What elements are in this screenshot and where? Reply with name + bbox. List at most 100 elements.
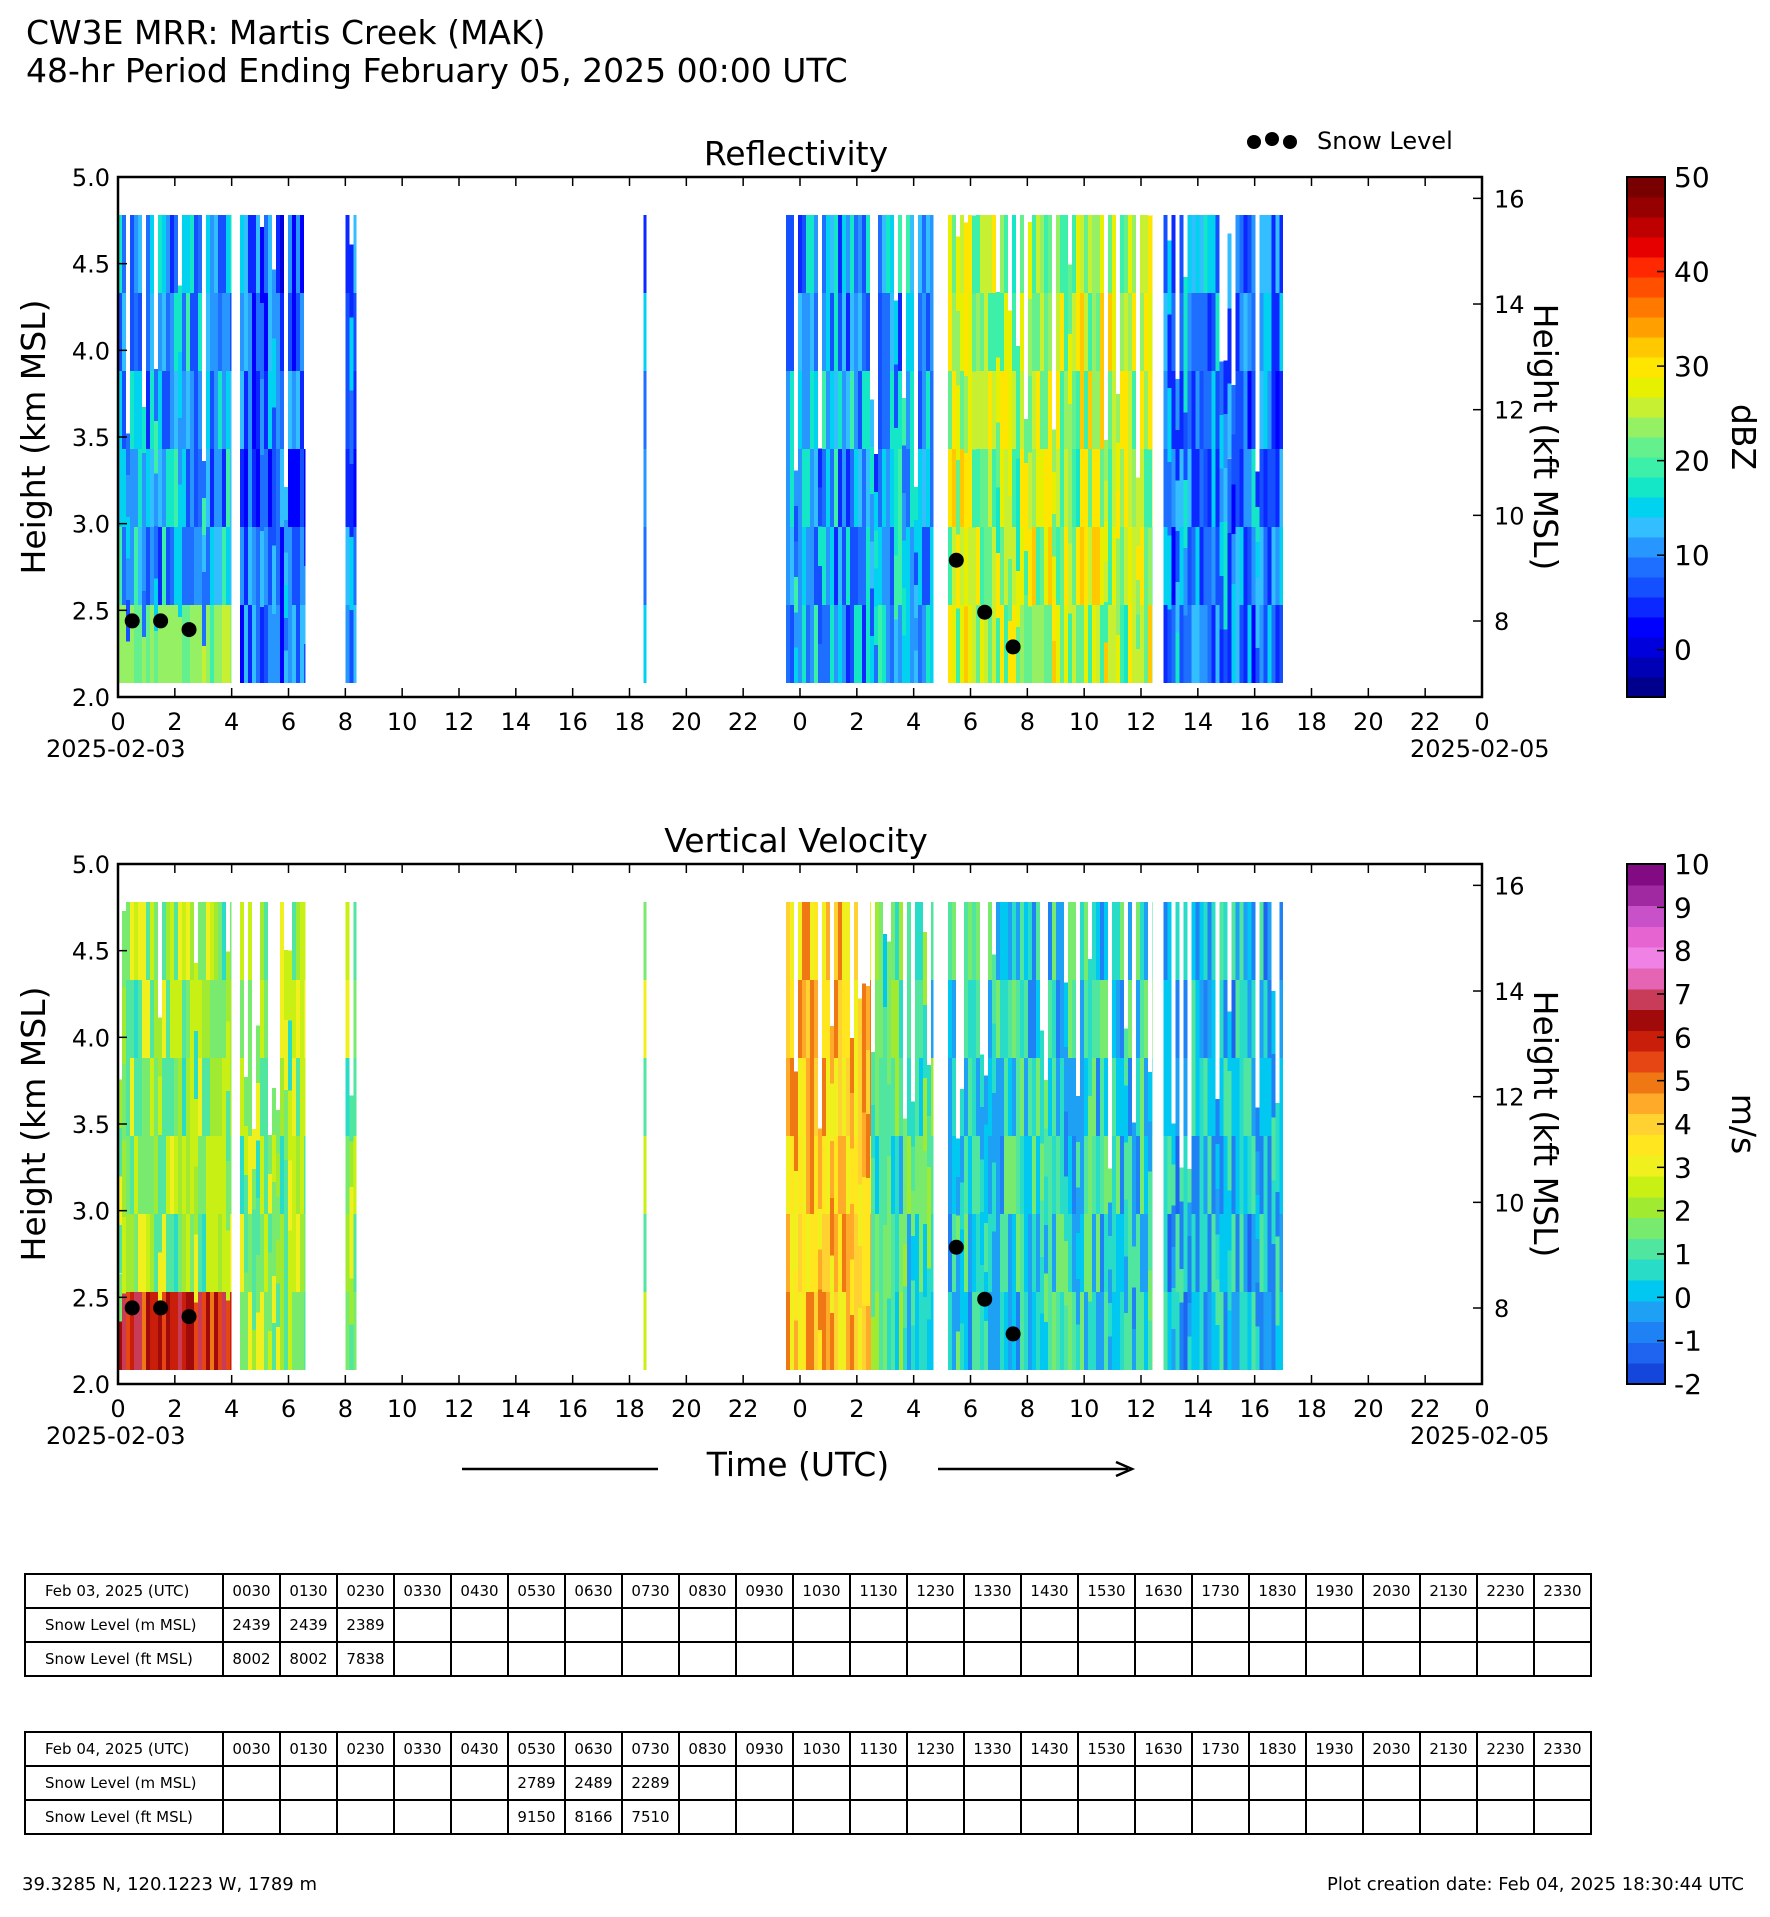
- heatmap-cell: [983, 1321, 988, 1371]
- heatmap-cell: [1039, 1143, 1044, 1201]
- heatmap-cell: [1115, 902, 1120, 981]
- heatmap-cell: [1215, 605, 1220, 684]
- heatmap-cell: [1091, 902, 1096, 981]
- heatmap-cell: [897, 527, 902, 606]
- heatmap-cell: [877, 605, 882, 684]
- heatmap-cell: [1227, 533, 1232, 609]
- heatmap-cell: [1187, 1336, 1192, 1371]
- heatmap-cell: [1111, 1136, 1116, 1215]
- heatmap-cell: [256, 1312, 261, 1371]
- heatmap-cell: [280, 527, 285, 606]
- right-tick-label: 12: [1494, 397, 1525, 425]
- heatmap-cell: [1175, 581, 1180, 633]
- table-value-cell: [1191, 1799, 1250, 1835]
- heatmap-cell: [1179, 527, 1184, 606]
- heatmap-cell: [1111, 215, 1116, 294]
- x-tick-label: 6: [963, 708, 978, 736]
- heatmap-cell: [284, 650, 289, 684]
- heatmap-cell: [1179, 1268, 1184, 1303]
- heatmap-cell: [1075, 1324, 1080, 1371]
- heatmap-cell: [345, 1136, 350, 1215]
- heatmap-cell: [1035, 371, 1040, 450]
- heatmap-cell: [1071, 980, 1076, 1059]
- heatmap-cell: [214, 449, 218, 528]
- heatmap-cell: [1135, 902, 1140, 981]
- heatmap-cell: [252, 1169, 257, 1210]
- heatmap-cell: [853, 215, 858, 294]
- heatmap-cell: [218, 1136, 222, 1215]
- heatmap-cell: [226, 605, 230, 684]
- heatmap-cell: [841, 371, 846, 450]
- heatmap-cell: [1055, 1136, 1060, 1215]
- colorbar-tick-label: 4: [1674, 1108, 1692, 1141]
- heatmap-cell: [1151, 527, 1153, 606]
- heatmap-cell: [917, 605, 922, 684]
- heatmap-cell: [1087, 1301, 1092, 1371]
- table-value-cell: [1419, 1799, 1478, 1835]
- heatmap-cell: [955, 1138, 960, 1177]
- x-tick-label: 0: [1474, 1395, 1489, 1423]
- heatmap-cell: [1003, 902, 1008, 981]
- heatmap-cell: [1063, 605, 1068, 684]
- heatmap-cell: [913, 487, 918, 520]
- table-time-cell: 0830: [678, 1731, 737, 1767]
- heatmap-cell: [967, 449, 972, 528]
- heatmap-cell: [280, 1058, 285, 1137]
- table-value-cell: [1533, 1799, 1592, 1835]
- heatmap-cell: [1039, 1200, 1044, 1257]
- heatmap-cell: [222, 527, 226, 606]
- heatmap-cell: [1199, 605, 1204, 684]
- heatmap-cell: [1147, 1221, 1152, 1271]
- heatmap-cell: [284, 950, 289, 1020]
- plot-creation-date: Plot creation date: Feb 04, 2025 18:30:4…: [1327, 1874, 1744, 1895]
- table-value-cell: 8166: [564, 1799, 623, 1835]
- heatmap-cell: [1079, 1214, 1084, 1293]
- heatmap-cell: [1263, 215, 1268, 294]
- heatmap-cell: [959, 605, 964, 684]
- heatmap-cell: [793, 470, 798, 506]
- heatmap-cell: [126, 558, 130, 600]
- heatmap-cell: [296, 902, 301, 981]
- x-tick-label: 20: [671, 1395, 702, 1423]
- heatmap-cell: [1063, 1111, 1068, 1177]
- heatmap-cell: [983, 1173, 988, 1223]
- heatmap-cell: [288, 950, 293, 1021]
- heatmap-cell: [1063, 1240, 1068, 1306]
- heatmap-cell: [182, 605, 186, 684]
- heatmap-cell: [260, 531, 265, 608]
- heatmap-cell: [895, 902, 899, 981]
- heatmap-cell: [883, 1006, 887, 1080]
- heatmap-cell: [268, 293, 273, 372]
- heatmap-cell: [170, 1214, 174, 1293]
- heatmap-cell: [879, 1214, 883, 1293]
- heatmap-cell: [817, 487, 822, 527]
- x-tick-label: 18: [1296, 708, 1327, 736]
- heatmap-cell: [1211, 605, 1216, 684]
- heatmap-cell: [833, 605, 838, 684]
- heatmap-cell: [284, 1300, 289, 1371]
- heatmap-cell: [963, 1214, 968, 1293]
- heatmap-cell: [304, 1058, 306, 1137]
- y-tick-label: 3.5: [72, 1111, 110, 1139]
- heatmap-cell: [821, 980, 826, 1059]
- heatmap-cell: [1031, 902, 1036, 981]
- heatmap-cell: [206, 1058, 210, 1137]
- heatmap-cell: [142, 1136, 146, 1215]
- heatmap-cell: [1231, 1214, 1236, 1293]
- heatmap-cell: [1071, 293, 1076, 372]
- heatmap-cell: [214, 215, 218, 294]
- table-time-cell: 1430: [1020, 1573, 1079, 1609]
- heatmap-cell: [182, 1136, 186, 1215]
- heatmap-cell: [1079, 527, 1084, 606]
- colorbar-tick-label: 8: [1674, 935, 1692, 968]
- heatmap-cell: [887, 1084, 891, 1156]
- heatmap-cell: [1051, 640, 1056, 684]
- heatmap-cell: [1203, 1136, 1208, 1215]
- date-start: 2025-02-03: [46, 735, 185, 763]
- heatmap-cell: [268, 1174, 273, 1214]
- heatmap-cell: [1079, 293, 1084, 372]
- heatmap-cell: [861, 605, 866, 684]
- heatmap-cell: [881, 449, 886, 528]
- heatmap-cell: [292, 1136, 297, 1215]
- heatmap-cell: [276, 1153, 281, 1197]
